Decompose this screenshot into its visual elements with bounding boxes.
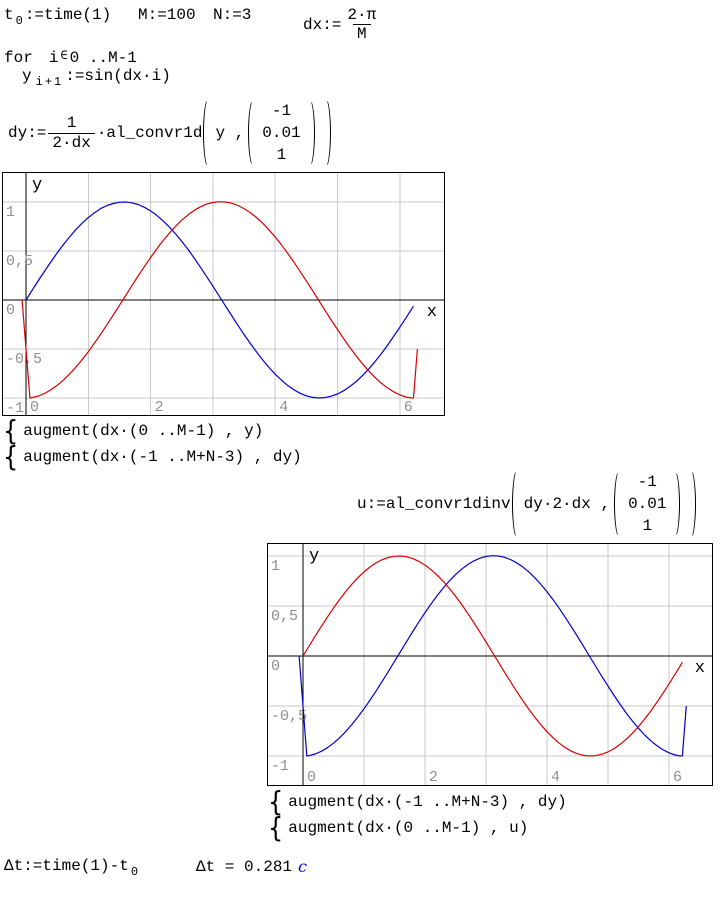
loop-var: i	[48, 49, 59, 67]
dx-numerator: 2·π	[347, 6, 377, 24]
big-paren-close	[685, 469, 697, 539]
svg-text:x: x	[695, 659, 705, 678]
convr1d-function-name: al_convr1d	[106, 124, 203, 142]
expr-dt-definition[interactable]: Δt:= time(1)-t 0	[4, 857, 140, 879]
legend-brace: {	[268, 811, 284, 845]
svg-text:y: y	[309, 547, 319, 566]
plot2-trace-legend: {augment(dx·(-1 ..M+N-3) , dy) {augment(…	[268, 785, 567, 845]
svg-text:0,5: 0,5	[271, 608, 298, 625]
vector-row: 1	[276, 146, 287, 164]
expr-dt-result[interactable]: Δt = 0.281 c	[196, 857, 307, 876]
legend-brace: {	[3, 440, 19, 474]
assign-op: :=	[65, 67, 85, 85]
dt-rhs: time(1)-t	[42, 857, 129, 875]
t0-subscript: 0	[15, 14, 23, 28]
seconds-unit: c	[298, 857, 307, 876]
svg-text:-0,5: -0,5	[6, 351, 42, 368]
trace-expression: augment(dx·(-1 ..M+N-3) , dy)	[288, 793, 567, 811]
svg-text:1: 1	[6, 204, 15, 221]
dy-denominator: 2·dx	[48, 132, 95, 152]
t0-subscript: 0	[130, 865, 139, 879]
dy-fraction: 1 2·dx	[48, 114, 95, 152]
vector-row: 0.01	[628, 495, 667, 513]
xy-plot-2[interactable]: 0 2 4 6 1 0,5 0 -0,5 -1 y x	[267, 543, 713, 786]
expr-t0-definition[interactable]: t 0:= time(1)	[4, 6, 112, 28]
expr-u-definition[interactable]: u:= al_convr1dinv dy·2·dx , -1 0.01 1	[357, 469, 697, 539]
dx-lhs: dx:=	[303, 15, 342, 34]
svg-text:6: 6	[673, 769, 682, 786]
t0-var: t	[4, 6, 14, 24]
expr-y-definition[interactable]: y i+1:= sin(dx·i)	[22, 67, 171, 89]
t0-rhs: time(1)	[44, 6, 112, 24]
svg-text:-1: -1	[271, 758, 289, 775]
svg-text:x: x	[427, 303, 437, 322]
plot2-trace-2[interactable]: {augment(dx·(0 ..M-1) , u)	[268, 811, 567, 845]
svg-text:2: 2	[429, 769, 438, 786]
M-def-text: M:=100	[138, 6, 196, 24]
vector-paren-close	[304, 99, 315, 167]
dy-numerator: 1	[66, 114, 77, 133]
for-keyword: for	[4, 49, 33, 67]
y-index-subscript: i+1	[35, 75, 64, 89]
svg-text:1: 1	[271, 558, 280, 575]
plot1-trace-legend: {augment(dx·(0 ..M-1) , y) {augment(dx·(…	[3, 414, 302, 474]
u-arg1: dy·2·dx ,	[523, 495, 611, 513]
dt-lhs: Δt:=	[4, 857, 43, 875]
expr-M-definition[interactable]: M:=100	[138, 6, 196, 24]
svg-text:6: 6	[404, 399, 413, 416]
element-of-op: ∈	[60, 48, 68, 63]
expr-for-loop[interactable]: for i ∈ 0 ..M-1	[4, 48, 137, 68]
big-paren-open	[511, 469, 523, 539]
dx-denominator: M	[353, 24, 371, 43]
svg-text:0,5: 0,5	[6, 253, 33, 270]
big-paren-open	[203, 98, 214, 168]
svg-text:-0,5: -0,5	[271, 708, 307, 725]
plot1-trace-1[interactable]: {augment(dx·(0 ..M-1) , y)	[3, 414, 302, 448]
svg-text:0: 0	[30, 399, 39, 416]
vector-paren-close	[669, 470, 681, 538]
plot1-trace-2[interactable]: {augment(dx·(-1 ..M+N-3) , dy)	[3, 440, 302, 474]
dt-result-value: Δt = 0.281	[196, 857, 293, 876]
vector-paren-open	[248, 99, 259, 167]
convr1dinv-function-name: al_convr1dinv	[385, 495, 511, 513]
svg-text:-1: -1	[6, 400, 24, 416]
y-rhs: sin(dx·i)	[84, 67, 171, 85]
u-lhs: u:=	[357, 495, 386, 513]
kernel-vector: -1 0.01 1	[613, 470, 681, 538]
legend-brace: {	[268, 785, 284, 819]
dx-fraction: 2·π M	[343, 6, 380, 44]
svg-text:2: 2	[155, 399, 164, 416]
kernel-vector: -1 0.01 1	[247, 99, 315, 167]
trace-expression: augment(dx·(0 ..M-1) , u)	[288, 819, 529, 837]
vector-row: -1	[271, 102, 292, 120]
vector-row: 1	[642, 517, 653, 535]
svg-text:0: 0	[307, 769, 316, 786]
loop-range: 0 ..M-1	[69, 49, 137, 67]
N-def-text: N:=3	[213, 6, 252, 24]
svg-text:4: 4	[279, 399, 288, 416]
dy-lhs: dy:=	[8, 124, 47, 142]
assign-op: :=	[24, 6, 45, 24]
trace-expression: augment(dx·(-1 ..M+N-3) , dy)	[23, 448, 302, 466]
trace-expression: augment(dx·(0 ..M-1) , y)	[23, 422, 264, 440]
vector-row: -1	[637, 473, 657, 491]
expr-dy-definition[interactable]: dy:= 1 2·dx · al_convr1d y , -1 0.01 1	[8, 98, 332, 168]
y-var: y	[22, 67, 32, 85]
dy-arg1: y ,	[215, 124, 245, 142]
svg-text:0: 0	[6, 302, 15, 319]
svg-text:4: 4	[551, 769, 560, 786]
plot2-trace-1[interactable]: {augment(dx·(-1 ..M+N-3) , dy)	[268, 785, 567, 819]
xy-plot-1[interactable]: 0 2 4 6 1 0,5 0 -0,5 -1 y x	[2, 172, 445, 417]
svg-text:0: 0	[271, 658, 280, 675]
svg-text:y: y	[32, 176, 42, 195]
legend-brace: {	[3, 414, 19, 448]
expr-N-definition[interactable]: N:=3	[213, 6, 251, 24]
multiply-dot: ·	[96, 124, 107, 142]
big-paren-close	[320, 98, 331, 168]
vector-paren-open	[614, 470, 625, 538]
expr-dx-definition[interactable]: dx:= 2·π M	[303, 6, 382, 44]
vector-row: 0.01	[262, 124, 301, 142]
